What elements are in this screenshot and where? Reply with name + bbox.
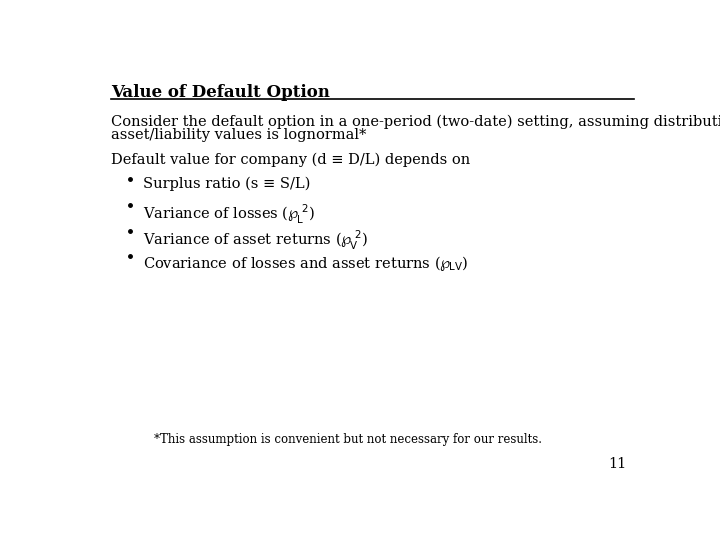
Text: *This assumption is convenient but not necessary for our results.: *This assumption is convenient but not n…	[154, 433, 542, 446]
Text: Surplus ratio (s ≡ S/L): Surplus ratio (s ≡ S/L)	[143, 177, 310, 192]
Text: Variance of asset returns ($\wp_{\!\mathrm{V}}^{\ 2}$): Variance of asset returns ($\wp_{\!\math…	[143, 228, 368, 252]
Text: Default value for company (d ≡ D/L) depends on: Default value for company (d ≡ D/L) depe…	[111, 152, 470, 166]
Text: Variance of losses ($\wp_{\!\mathrm{L}}^{\ 2}$): Variance of losses ($\wp_{\!\mathrm{L}}^…	[143, 203, 315, 226]
Text: Covariance of losses and asset returns ($\wp_{\!\mathrm{LV}}$): Covariance of losses and asset returns (…	[143, 254, 468, 273]
Text: 11: 11	[608, 457, 627, 471]
Text: Value of Default Option: Value of Default Option	[111, 84, 330, 100]
Text: asset/liability values is lognormal*: asset/liability values is lognormal*	[111, 128, 366, 142]
Text: Consider the default option in a one-period (two-date) setting, assuming distrib: Consider the default option in a one-per…	[111, 114, 720, 129]
